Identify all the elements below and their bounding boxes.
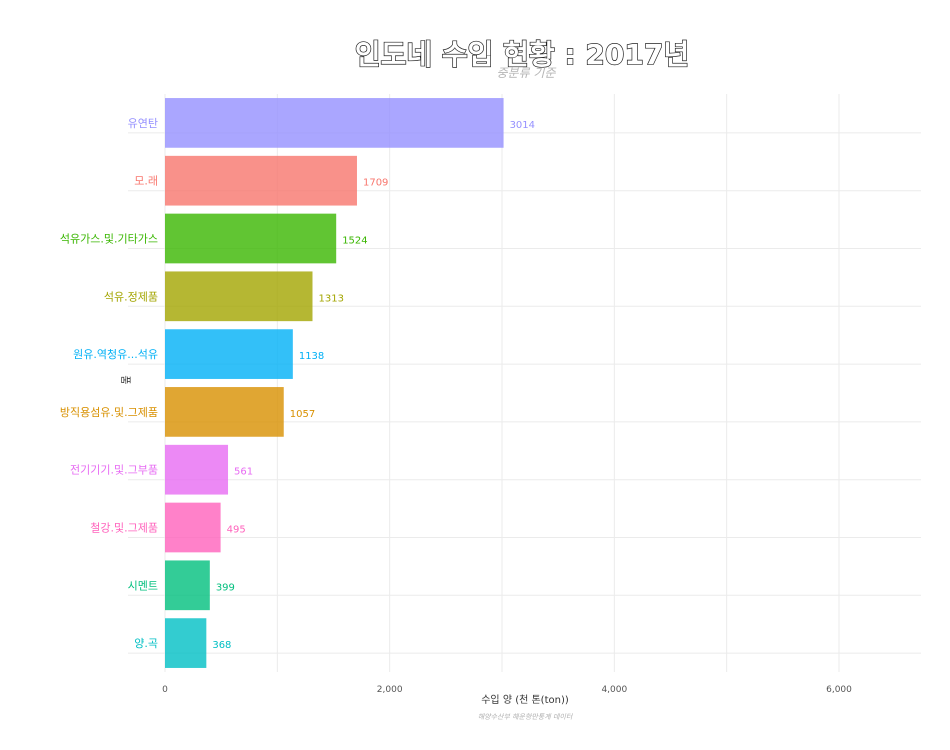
bar-1 [165, 156, 357, 206]
y-axis-title: 품 [119, 375, 131, 384]
category-label-7: 철강.및.그제품 [90, 522, 158, 535]
category-label-5: 방직용섬유.및.그제품 [60, 406, 158, 419]
value-label-3: 1313 [318, 293, 343, 304]
category-label-4: 원유.역청유...석유 [73, 348, 158, 361]
bar-2 [165, 214, 336, 264]
chart-subtitle: 중분류 기준 [496, 66, 556, 80]
category-label-9: 양.곡 [134, 637, 158, 650]
value-label-4: 1138 [299, 351, 324, 362]
bar-7 [165, 503, 221, 553]
x-axis-title: 수입 양 (천 톤(ton)) [481, 693, 569, 706]
value-label-5: 1057 [290, 409, 315, 420]
x-tick-label-0: 0 [162, 685, 168, 695]
category-label-6: 전기기기.및.그부품 [70, 464, 158, 477]
value-label-9: 368 [212, 640, 231, 651]
bar-0 [165, 98, 504, 148]
category-label-8: 시멘트 [128, 579, 158, 592]
bar-9 [165, 618, 206, 668]
bar-5 [165, 387, 284, 437]
bar-6 [165, 445, 228, 495]
value-label-6: 561 [234, 467, 253, 478]
bar-4 [165, 329, 293, 379]
value-label-2: 1524 [342, 236, 367, 247]
x-tick-label-3: 6,000 [826, 685, 852, 695]
category-label-0: 유연탄 [128, 117, 158, 130]
x-tick-label-2: 4,000 [601, 685, 627, 695]
category-label-1: 모.래 [134, 175, 158, 188]
bar-8 [165, 560, 210, 610]
chart-caption: 해양수산부 해운항만통계 데이터 [478, 713, 574, 721]
bar-3 [165, 271, 312, 321]
value-label-0: 3014 [510, 120, 535, 131]
value-label-8: 399 [216, 582, 235, 593]
value-label-1: 1709 [363, 178, 388, 189]
category-label-2: 석유가스.및.기타가스 [60, 233, 158, 246]
value-label-7: 495 [227, 525, 246, 536]
category-label-3: 석유.정제품 [104, 290, 158, 303]
x-tick-label-1: 2,000 [377, 685, 403, 695]
